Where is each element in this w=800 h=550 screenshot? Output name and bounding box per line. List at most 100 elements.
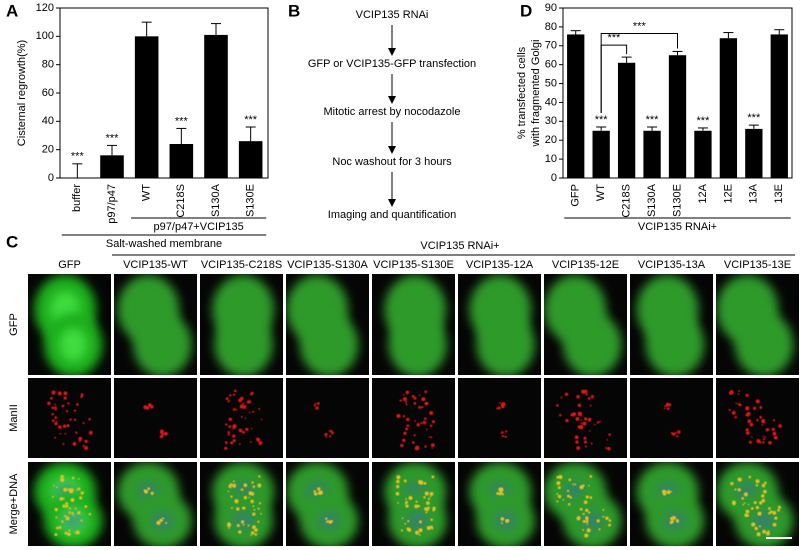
golgi-dot: [144, 490, 148, 494]
cell: [476, 312, 535, 375]
significance-label: ***: [646, 114, 660, 126]
golgi-dot: [240, 520, 245, 524]
golgi-dot: [54, 421, 58, 426]
image-content: [114, 462, 197, 546]
golgi-dot: [250, 499, 254, 504]
golgi-dot: [243, 483, 248, 488]
micrograph: [544, 378, 627, 458]
golgi-dot: [579, 507, 583, 511]
row-label: Merge+DNA: [8, 473, 20, 534]
golgi-dot: [224, 441, 228, 444]
micrograph: [716, 462, 799, 546]
golgi-dot: [608, 523, 611, 527]
golgi-dot: [316, 406, 319, 409]
image-bg: [372, 378, 455, 458]
image-bg: [716, 378, 799, 458]
golgi-dot: [80, 519, 83, 522]
golgi-dot: [230, 495, 233, 498]
golgi-dot: [505, 430, 508, 433]
image-bg: [286, 378, 369, 458]
golgi-dot: [762, 435, 765, 438]
golgi-dot: [414, 530, 420, 535]
golgi-dot: [395, 484, 400, 489]
column-label: VCIP135-12A: [466, 259, 534, 271]
significance-label: ***: [175, 115, 189, 127]
golgi-dot: [224, 446, 228, 450]
golgi-dot: [411, 394, 415, 398]
golgi-dot: [590, 395, 595, 399]
micrograph: [458, 462, 541, 546]
golgi-dot: [418, 528, 423, 533]
golgi-dot: [76, 488, 78, 491]
golgi-dot: [229, 394, 232, 397]
significance-label: ***: [595, 114, 609, 126]
bracket-label: ***: [633, 20, 647, 32]
significance-label: ***: [71, 151, 85, 163]
golgi-dot: [62, 442, 65, 445]
golgi-dot: [62, 424, 67, 428]
golgi-dot: [60, 474, 64, 479]
golgi-dot: [402, 438, 406, 442]
golgi-dot: [421, 397, 426, 402]
x-tick-label: 13A: [748, 183, 760, 203]
golgi-dot: [556, 404, 559, 407]
golgi-dot: [228, 425, 232, 429]
golgi-dot: [745, 393, 749, 397]
golgi-dot: [64, 432, 67, 435]
x-tick-label: WT: [141, 184, 153, 201]
nucleus: [62, 511, 85, 530]
golgi-dot: [252, 505, 255, 508]
column-label: VCIP135-13E: [724, 259, 791, 271]
golgi-dot: [763, 489, 767, 494]
golgi-dot: [415, 500, 418, 503]
x-tick-label: p97/p47: [106, 184, 118, 224]
cell: [299, 312, 359, 375]
golgi-dot: [241, 402, 245, 405]
image-content: [372, 274, 455, 375]
golgi-dot: [429, 424, 433, 427]
image-content: [114, 378, 197, 458]
image-bg: [114, 378, 197, 458]
golgi-dot: [583, 500, 588, 505]
image-content: [630, 378, 713, 458]
golgi-dot: [756, 418, 759, 422]
golgi-dot: [556, 475, 560, 479]
golgi-dot: [500, 517, 505, 521]
golgi-dot: [228, 417, 233, 422]
golgi-dot: [84, 439, 88, 444]
golgi-dot: [67, 532, 71, 537]
golgi-dot: [247, 399, 252, 404]
bar: [592, 130, 610, 178]
golgi-dot: [675, 518, 679, 522]
group-label: Salt-washed membrane: [106, 238, 222, 250]
golgi-dot: [575, 417, 579, 421]
flow-step: Imaging and quantification: [328, 209, 456, 221]
y-tick-label: 40: [42, 115, 54, 127]
nucleus: [753, 511, 776, 530]
group-label: p97/p47+VCIP135: [154, 221, 244, 233]
golgi-dot: [431, 420, 436, 424]
golgi-dot: [564, 392, 569, 396]
golgi-dot: [587, 397, 591, 400]
golgi-dot: [582, 421, 587, 426]
golgi-dot: [401, 517, 404, 520]
golgi-dot: [248, 493, 251, 496]
golgi-dot: [74, 507, 77, 510]
golgi-dot: [675, 432, 678, 435]
golgi-dot: [772, 510, 777, 515]
golgi-dot: [579, 485, 584, 490]
golgi-dot: [751, 507, 754, 510]
image-content: [630, 462, 713, 546]
y-tick-label: 60: [545, 59, 557, 71]
bar: [169, 144, 194, 178]
y-tick-label: 60: [42, 87, 54, 99]
column-label: VCIP135-S130E: [373, 259, 454, 271]
golgi-dot: [576, 395, 580, 399]
golgi-dot: [556, 492, 559, 495]
golgi-dot: [747, 419, 752, 424]
golgi-dot: [577, 403, 582, 408]
golgi-dot: [429, 495, 432, 498]
golgi-dot: [741, 497, 745, 500]
golgi-dot: [411, 441, 415, 444]
golgi-dot: [402, 393, 405, 396]
